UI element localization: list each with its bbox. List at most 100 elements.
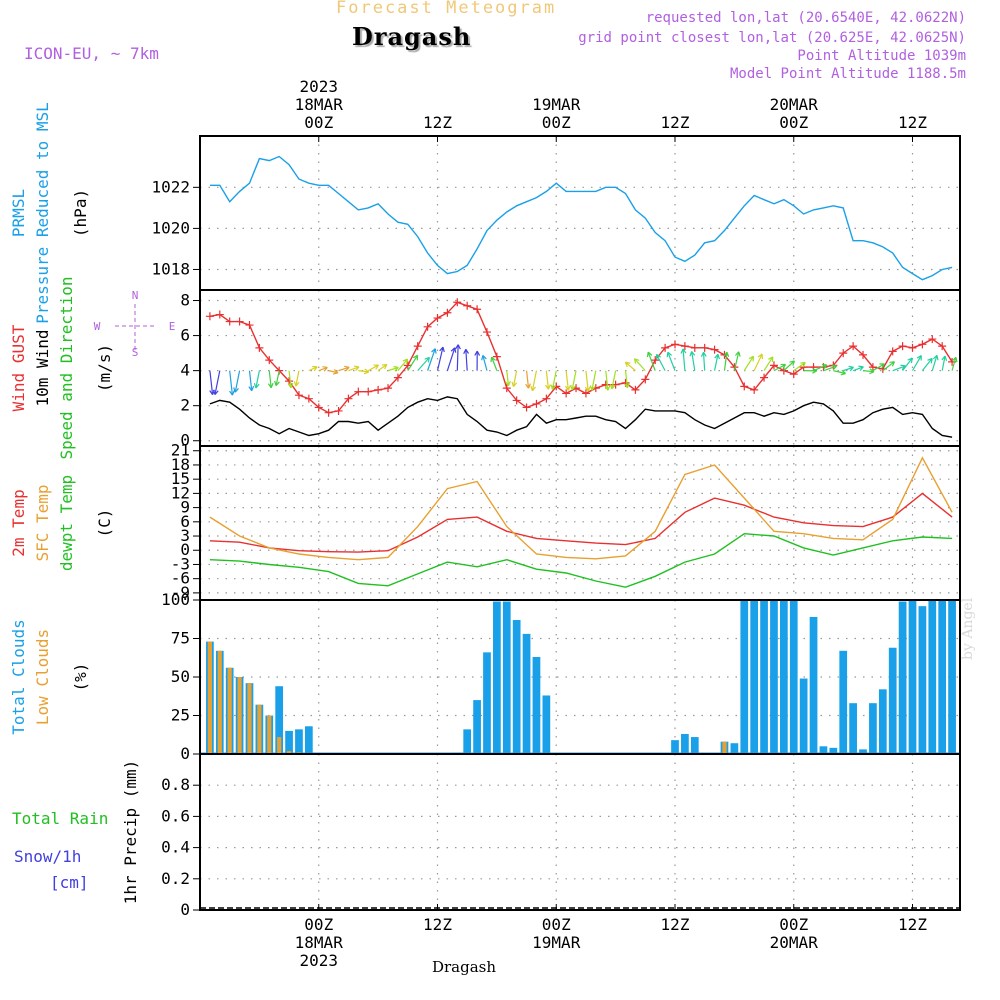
cloud-bar-total [285,730,293,754]
cloud-bar-total [789,600,798,754]
requested-coords: requested lon,lat (20.6540E, 42.0622N) [645,10,966,26]
time-label-bottom: 19MAR [532,933,581,952]
wind-arrow-head [267,382,274,389]
wind-arrow [723,352,728,371]
ylabel-wind-2: Speed and Direction [57,276,76,459]
gust-marker [473,305,482,314]
gust-marker [532,399,541,408]
cloud-bar-total [512,620,521,754]
wind-arrow-head [831,364,838,371]
cloud-bar-total [799,678,808,754]
y-tick-label: 0.8 [161,775,190,794]
wind-arrow-head [490,356,496,363]
series-10m-wind [209,396,953,438]
wind-arrow-head [344,365,350,372]
wind-arrow [491,356,498,371]
gust-marker [225,317,234,326]
wind-arrow-head [530,385,537,392]
cloud-bar-total [878,689,887,754]
y-tick-label: 15 [171,469,190,488]
wind-arrow [407,354,419,371]
wind-arrow [591,370,597,391]
y-tick-label: 3 [180,526,190,545]
gust-marker [453,298,462,307]
wind-arrow [862,370,875,373]
gust-marker [700,343,709,352]
y-tick-label: 0 [180,744,190,763]
ylabel-wind-1: 10m Wind [33,329,52,406]
cloud-bar-total [740,600,749,754]
wind-arrow-head [858,365,864,372]
y-tick-label: 0.6 [161,806,190,825]
wind-arrow [229,370,234,396]
wind-arrow [753,353,763,371]
panel-frame [199,753,961,911]
wind-arrow-head [439,346,445,353]
time-label-bottom: 20MAR [770,933,819,952]
ylabel-temperature-2: dewpt Temp [57,475,76,571]
gust-marker [888,347,897,356]
ylabel-pressure-0: PRMSL [9,189,28,237]
gust-marker [839,349,848,358]
wind-arrow [318,366,328,372]
cloud-bar-total [928,600,937,754]
cloud-bar-total [908,600,917,754]
wind-arrow [248,370,253,391]
ylabel-wind-0: Wind GUST [9,324,28,411]
time-label-bottom: 00Z [542,915,571,934]
gust-marker [750,385,759,394]
wind-arrow [367,364,379,372]
wind-arrow-head [589,385,596,391]
gust-marker [849,342,858,351]
wind-arrow [446,347,456,371]
cloud-bar-total [522,633,531,754]
wind-arrow-head [840,369,847,376]
gust-marker [255,343,264,352]
series-wind-gust [209,301,953,414]
wind-arrow-head [889,361,896,367]
gust-marker [492,352,501,361]
cloud-bar-low [277,737,282,754]
wind-arrow-head [363,368,370,375]
gust-marker [413,342,422,351]
wind-arrow-head [322,366,328,372]
ylabel-pressure-1: Pressure Reduced to MSL [33,102,52,324]
wind-arrow-head [450,347,457,353]
wind-arrow [625,361,636,372]
wind-arrow [713,354,719,371]
compass-n: N [132,289,139,302]
gust-marker [374,385,383,394]
y-tick-label: 1020 [151,218,190,237]
wind-arrow-head [951,356,958,363]
precip-label-cm: [cm] [50,873,89,892]
gust-marker [522,403,531,412]
wind-arrow-head [800,361,806,368]
wind-arrow-head [624,382,630,389]
gust-marker [859,350,868,359]
y-tick-label: 25 [171,706,190,725]
precip-label-snow: Snow/1h [14,847,81,866]
y-tick-label: 2 [180,396,190,415]
cloud-bar-total [493,601,501,754]
wind-arrow-head [431,348,437,354]
gust-marker [384,384,393,393]
panel-wind [115,289,961,447]
compass-e: E [169,320,176,333]
wind-arrow [852,366,864,372]
wind-arrow-head [511,381,518,387]
wind-arrow-head [879,363,885,369]
y-tick-label: 6 [180,326,190,345]
wind-arrow [833,370,846,375]
gust-marker [304,394,313,403]
gust-marker [651,356,660,365]
wind-arrow-head [900,364,906,371]
wind-arrow-head [287,382,294,389]
time-label-bottom: 2023 [299,951,338,970]
wind-arrow [387,366,399,372]
wind-arrow-head [545,384,551,390]
cloud-bar-total [760,600,768,754]
wind-arrow [288,370,292,388]
gust-marker [680,342,689,351]
y-tick-label: 0.2 [161,869,190,888]
wind-arrow [763,356,774,371]
